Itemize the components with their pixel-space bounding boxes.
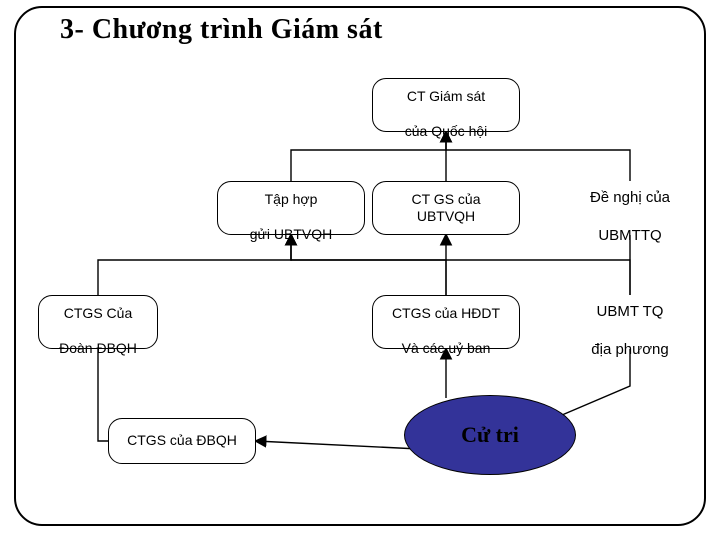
page-title: 3- Chương trình Giám sát [60,14,383,46]
node-label: CTGS của ĐBQH [127,432,237,450]
node-label: CTGS của HĐDT Và các uỷ ban [392,287,500,357]
node-ctgs-cua-hddt-va-cac-uy-ban: CTGS của HĐDT Và các uỷ ban [372,295,520,349]
node-label: CT Giám sát của Quốc hội [405,70,488,140]
node-label: CTGS Của Đoàn ĐBQH [59,287,137,357]
node-label: Đề nghị của UBMTTQ [590,171,670,246]
node-ctgs-cua-dbqh: CTGS của ĐBQH [108,418,256,464]
node-cu-tri: Cử tri [404,395,576,475]
node-ubmttq-dia-phuong: UBMT TQ địa phương [560,295,700,349]
node-label: Tập hợp gửi UBTVQH [250,173,333,243]
node-ct-giam-sat-quoc-hoi: CT Giám sát của Quốc hội [372,78,520,132]
node-label: Cử tri [461,421,519,449]
node-ctgs-cua-doan-dbqh: CTGS Của Đoàn ĐBQH [38,295,158,349]
node-tap-hop-gui-ubtvqh: Tập hợp gửi UBTVQH [217,181,365,235]
node-label: UBMT TQ địa phương [591,285,668,360]
node-label: CT GS của UBTVQH [381,191,511,226]
node-ct-gs-cua-ubtvqh: CT GS của UBTVQH [372,181,520,235]
title-text: 3- Chương trình Giám sát [60,14,383,45]
node-de-nghi-cua-ubmttq: Đề nghị của UBMTTQ [560,181,700,235]
